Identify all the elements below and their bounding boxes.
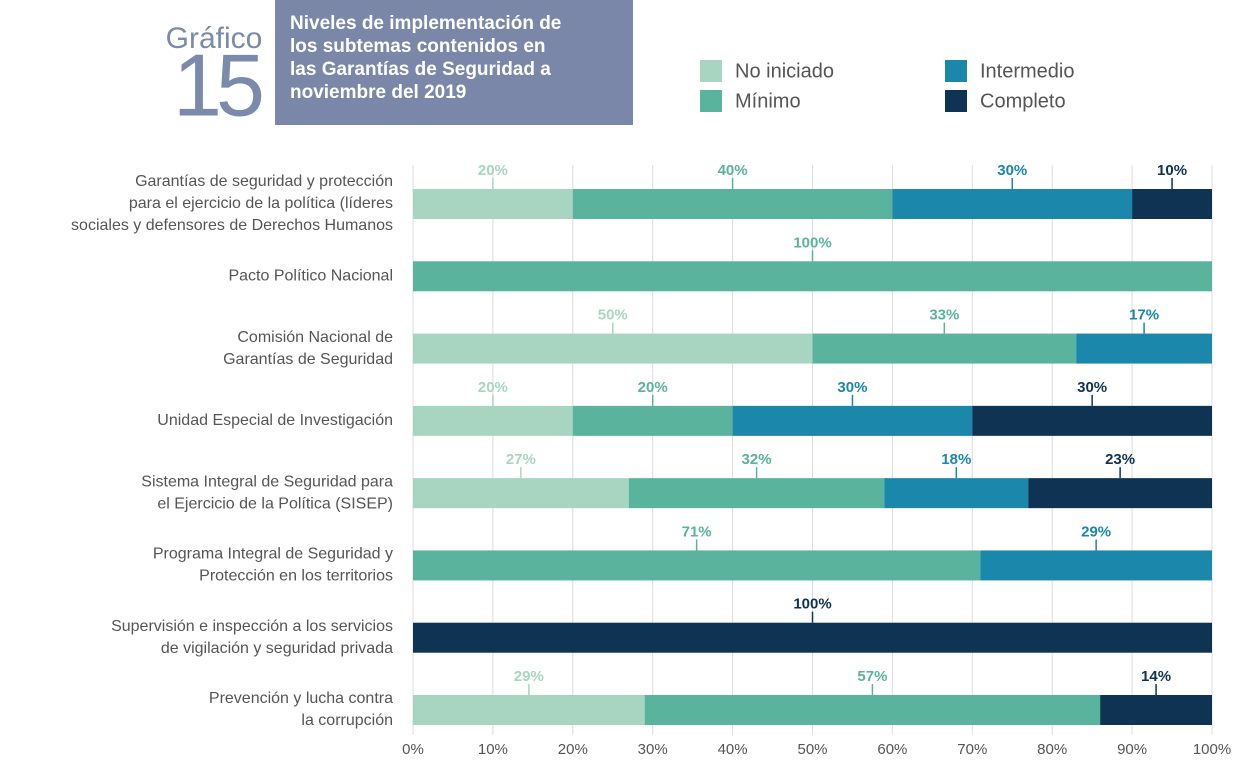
x-tick-label: 70%	[957, 741, 987, 758]
bar-segment	[572, 405, 733, 436]
data-label: 33%	[929, 307, 959, 324]
bar-segment	[980, 550, 1212, 581]
x-tick-label: 50%	[797, 741, 827, 758]
legend-label: Completo	[980, 90, 1066, 112]
bar-segment	[572, 189, 893, 219]
x-tick-label: 80%	[1037, 741, 1067, 758]
bar-segment	[884, 478, 1029, 509]
bar-segment	[413, 405, 573, 436]
data-label: 71%	[682, 523, 712, 540]
x-tick-label: 20%	[558, 741, 588, 758]
legend-swatch	[945, 90, 967, 112]
y-tick-label: Garantías de seguridad y protección	[135, 173, 393, 190]
y-tick-label: de vigilación y seguridad privada	[161, 640, 393, 657]
chart-title: las Garantías de Seguridad a	[290, 59, 551, 80]
y-tick-label: Sistema Integral de Seguridad para	[141, 473, 393, 490]
chart-title: noviembre del 2019	[290, 82, 466, 103]
legend-swatch	[700, 60, 722, 82]
bar-segment	[892, 189, 1133, 219]
x-tick-label: 40%	[718, 741, 748, 758]
y-tick-label: Prevención y lucha contra	[209, 690, 393, 707]
data-label: 20%	[478, 162, 508, 179]
data-label: 20%	[638, 379, 668, 396]
y-tick-label: Garantías de Seguridad	[223, 351, 393, 368]
x-tick-label: 100%	[1193, 741, 1231, 758]
bar-segment	[1132, 189, 1212, 219]
y-tick-label: el Ejercicio de la Política (SISEP)	[157, 495, 393, 512]
x-tick-label: 60%	[877, 741, 907, 758]
bar-segment	[413, 478, 629, 509]
bar-segment	[413, 333, 813, 364]
y-tick-label: Comisión Nacional de	[237, 329, 393, 346]
bar-segment	[413, 189, 573, 219]
data-label: 100%	[793, 596, 831, 613]
x-tick-label: 0%	[402, 741, 424, 758]
y-tick-label: sociales y defensores de Derechos Humano…	[71, 217, 393, 234]
data-label: 10%	[1157, 162, 1187, 179]
legend-label: No iniciado	[735, 60, 834, 82]
chart-title: los subtemas contenidos en	[290, 36, 546, 57]
bar-segment	[413, 550, 981, 581]
y-tick-label: Pacto Político Nacional	[228, 268, 393, 285]
bar-segment	[413, 261, 1212, 292]
chart-label: Gráfico	[166, 22, 263, 55]
data-label: 30%	[1077, 379, 1107, 396]
data-label: 57%	[857, 668, 887, 685]
data-label: 18%	[941, 451, 971, 468]
data-label: 27%	[506, 451, 536, 468]
chart-number: 15	[173, 35, 262, 134]
bar-segment	[1100, 695, 1212, 725]
x-tick-label: 10%	[478, 741, 508, 758]
data-label: 30%	[997, 162, 1027, 179]
y-tick-label: la corrupción	[301, 712, 393, 729]
data-label: 32%	[742, 451, 772, 468]
data-label: 20%	[478, 379, 508, 396]
x-tick-label: 90%	[1117, 741, 1147, 758]
bar-segment	[413, 622, 1212, 653]
bar-segment	[644, 695, 1101, 725]
y-tick-label: Programa Integral de Seguridad y	[153, 546, 393, 563]
legend-label: Intermedio	[980, 60, 1075, 82]
y-tick-label: Supervisión e inspección a los servicios	[111, 618, 393, 635]
data-label: 17%	[1129, 307, 1159, 324]
legend-swatch	[945, 60, 967, 82]
data-label: 40%	[718, 162, 748, 179]
data-label: 23%	[1105, 451, 1135, 468]
bar-segment	[732, 405, 973, 436]
legend-label: Mínimo	[735, 90, 801, 112]
bar-segment	[1076, 333, 1212, 364]
legend-swatch	[700, 90, 722, 112]
bar-segment	[812, 333, 1077, 364]
data-label: 14%	[1141, 668, 1171, 685]
y-tick-label: para el ejercicio de la política (lídere…	[129, 195, 393, 212]
bar-segment	[628, 478, 885, 509]
title-box	[275, 0, 633, 125]
x-tick-label: 30%	[638, 741, 668, 758]
y-tick-label: Protección en los territorios	[199, 568, 393, 585]
data-label: 50%	[598, 307, 628, 324]
y-tick-label: Unidad Especial de Investigación	[157, 412, 393, 429]
data-label: 100%	[793, 234, 831, 251]
data-label: 30%	[837, 379, 867, 396]
bar-segment	[972, 405, 1212, 436]
bar-segment	[1028, 478, 1212, 509]
bar-segment	[413, 695, 645, 725]
chart-title: Niveles de implementación de	[290, 13, 561, 34]
data-label: 29%	[514, 668, 544, 685]
data-label: 29%	[1081, 523, 1111, 540]
